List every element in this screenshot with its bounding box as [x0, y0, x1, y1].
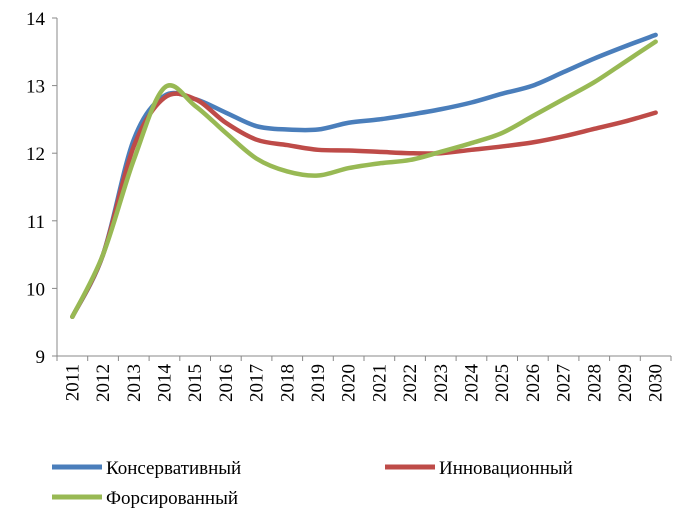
y-tick-label: 12	[26, 144, 45, 165]
x-tick-label: 2026	[523, 364, 544, 402]
y-tick-label: 11	[27, 212, 45, 233]
series-line	[70, 32, 658, 320]
x-tick-label: 2025	[492, 364, 513, 402]
x-tick-label: 2021	[369, 364, 390, 402]
legend-label: Консервативный	[106, 458, 241, 479]
x-tick-label: 2011	[62, 364, 83, 401]
x-tick-label: 2022	[400, 364, 421, 402]
y-tick-label: 9	[36, 347, 46, 368]
series-line	[70, 91, 658, 320]
x-tick-label: 2029	[615, 364, 636, 402]
x-tick-label: 2027	[554, 364, 575, 402]
x-tick-label: 2019	[308, 364, 329, 402]
y-tick-label: 14	[26, 9, 46, 30]
x-tick-label: 2013	[124, 364, 145, 402]
x-tick-label: 2028	[584, 364, 605, 402]
x-tick-label: 2030	[646, 364, 667, 402]
legend-label: Форсированный	[106, 488, 238, 509]
x-tick-label: 2024	[461, 364, 482, 403]
y-tick-label: 10	[26, 279, 45, 300]
x-tick-label: 2014	[154, 364, 175, 403]
x-tick-label: 2012	[93, 364, 114, 402]
x-tick-label: 2015	[185, 364, 206, 402]
legend-label: Инновационный	[439, 458, 573, 479]
series-line	[70, 39, 658, 320]
x-tick-label: 2023	[431, 364, 452, 402]
x-tick-label: 2016	[216, 364, 237, 402]
x-tick-label: 2018	[277, 364, 298, 402]
x-tick-label: 2020	[339, 364, 360, 402]
y-tick-label: 13	[26, 77, 45, 98]
x-tick-label: 2017	[247, 364, 268, 402]
